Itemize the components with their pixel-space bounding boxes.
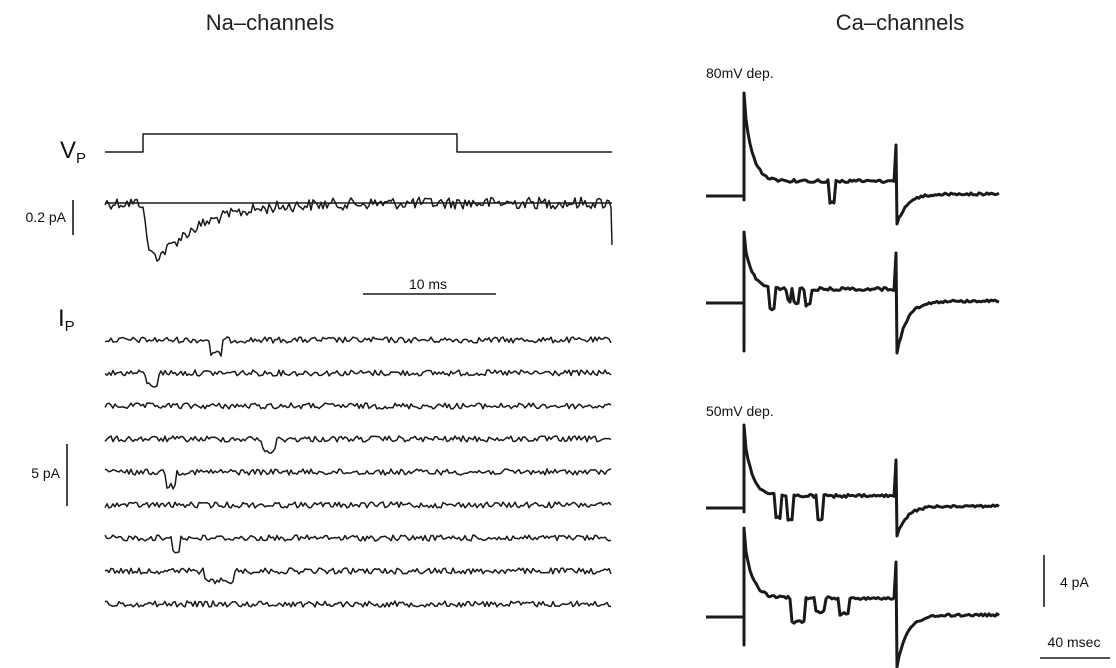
ca-time-scale-label: 40 msec bbox=[1048, 634, 1101, 650]
na-panel: Na–channels VP 0.2 pA 10 ms IP 5 pA bbox=[26, 10, 613, 608]
ca-panel: Ca–channels 80mV dep. 50mV dep. 4 pA 40 … bbox=[706, 10, 1110, 668]
na-sweep-trace bbox=[104, 567, 612, 585]
na-sweep-trace bbox=[104, 501, 612, 509]
ca-condition-50mv: 50mV dep. bbox=[706, 403, 774, 419]
ca-trace-50mv-2 bbox=[706, 526, 1000, 668]
na-sweep-trace bbox=[104, 336, 612, 357]
na-sweep-trace bbox=[104, 435, 612, 454]
na-avg-scale-label: 0.2 pA bbox=[26, 209, 67, 225]
na-sweep-trace bbox=[104, 369, 612, 388]
ca-trace-50mv-1 bbox=[706, 423, 1000, 538]
na-sweep-trace bbox=[104, 402, 612, 410]
na-sweep-trace bbox=[104, 600, 611, 608]
na-voltage-label: VP bbox=[60, 137, 86, 167]
na-voltage-subscript: P bbox=[76, 150, 86, 167]
ca-trace-80mv-1 bbox=[706, 91, 1000, 226]
ca-current-scale-label: 4 pA bbox=[1060, 574, 1089, 590]
ca-condition-80mv: 80mV dep. bbox=[706, 65, 774, 81]
na-voltage-step bbox=[105, 133, 612, 153]
na-current-label: IP bbox=[58, 305, 75, 335]
na-sweep-trace bbox=[104, 534, 612, 554]
na-sweep-trace bbox=[104, 468, 612, 490]
na-average-trace bbox=[104, 196, 613, 262]
na-title: Na–channels bbox=[206, 10, 334, 35]
na-single-scale-label: 5 pA bbox=[31, 465, 60, 481]
ca-trace-80mv-2 bbox=[706, 230, 1000, 355]
na-time-scale-label: 10 ms bbox=[409, 276, 447, 292]
ca-title: Ca–channels bbox=[836, 10, 964, 35]
na-current-subscript: P bbox=[65, 318, 75, 335]
na-single-sweeps bbox=[104, 336, 612, 608]
